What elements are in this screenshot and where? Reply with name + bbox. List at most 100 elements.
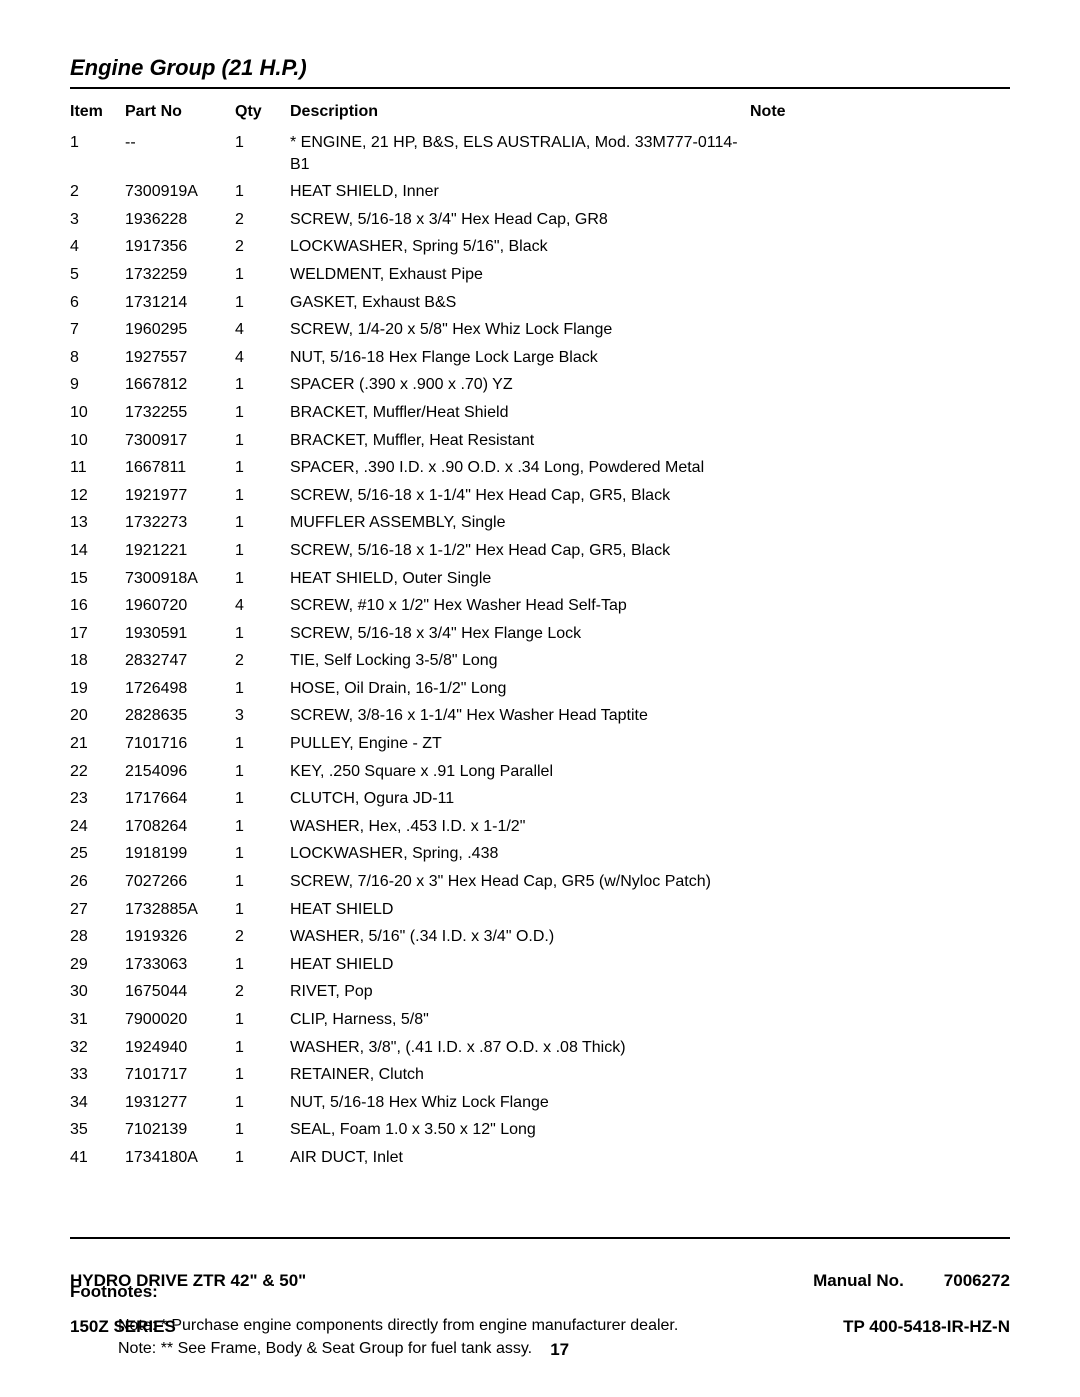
cell-part: 1931277 — [125, 1089, 235, 1117]
cell-item: 5 — [70, 261, 125, 289]
cell-desc: HEAT SHIELD — [290, 896, 750, 924]
cell-desc: SCREW, 5/16-18 x 1-1/4" Hex Head Cap, GR… — [290, 482, 750, 510]
cell-part: 2154096 — [125, 758, 235, 786]
cell-item: 31 — [70, 1006, 125, 1034]
cell-note — [750, 427, 1010, 455]
cell-item: 3 — [70, 206, 125, 234]
cell-part: 2832747 — [125, 647, 235, 675]
cell-item: 10 — [70, 427, 125, 455]
cell-qty: 1 — [235, 178, 290, 206]
cell-part: 1734180A — [125, 1144, 235, 1172]
cell-qty: 1 — [235, 813, 290, 841]
cell-desc: SCREW, 5/16-18 x 1-1/2" Hex Head Cap, GR… — [290, 537, 750, 565]
cell-item: 24 — [70, 813, 125, 841]
footer-manual-number: 7006272 — [944, 1270, 1010, 1293]
cell-note — [750, 647, 1010, 675]
table-row: 1073009171BRACKET, Muffler, Heat Resista… — [70, 427, 1010, 455]
table-row: 319362282SCREW, 5/16-18 x 3/4" Hex Head … — [70, 206, 1010, 234]
cell-qty: 1 — [235, 537, 290, 565]
cell-qty: 1 — [235, 454, 290, 482]
cell-part: 1732259 — [125, 261, 235, 289]
cell-item: 22 — [70, 758, 125, 786]
cell-qty: 1 — [235, 785, 290, 813]
table-row: 2171017161PULLEY, Engine - ZT — [70, 730, 1010, 758]
cell-desc: GASKET, Exhaust B&S — [290, 289, 750, 317]
table-row: 1--1* ENGINE, 21 HP, B&S, ELS AUSTRALIA,… — [70, 129, 1010, 178]
cell-desc: SPACER (.390 x .900 x .70) YZ — [290, 371, 750, 399]
cell-qty: 1 — [235, 482, 290, 510]
footer-right: Manual No. 7006272 TP 400-5418-IR-HZ-N — [813, 1247, 1010, 1362]
cell-qty: 2 — [235, 647, 290, 675]
table-row: 1219219771SCREW, 5/16-18 x 1-1/4" Hex He… — [70, 482, 1010, 510]
cell-item: 21 — [70, 730, 125, 758]
footer-model-line2: 150Z SERIES — [70, 1316, 306, 1339]
cell-part: 1732885A — [125, 896, 235, 924]
cell-item: 34 — [70, 1089, 125, 1117]
cell-qty: 1 — [235, 1061, 290, 1089]
cell-note — [750, 730, 1010, 758]
cell-note — [750, 785, 1010, 813]
col-header-item: Item — [70, 99, 125, 129]
page: Engine Group (21 H.P.) Item Part No Qty … — [0, 0, 1080, 1397]
cell-note — [750, 509, 1010, 537]
table-row: 3571021391SEAL, Foam 1.0 x 3.50 x 12" Lo… — [70, 1116, 1010, 1144]
cell-part: 1924940 — [125, 1034, 235, 1062]
cell-desc: SCREW, 1/4-20 x 5/8" Hex Whiz Lock Flang… — [290, 316, 750, 344]
table-row: 2519181991LOCKWASHER, Spring, .438 — [70, 840, 1010, 868]
table-row: 1116678111SPACER, .390 I.D. x .90 O.D. x… — [70, 454, 1010, 482]
table-row: 2917330631HEAT SHIELD — [70, 951, 1010, 979]
cell-qty: 1 — [235, 868, 290, 896]
cell-part: 7101716 — [125, 730, 235, 758]
table-row: 3419312771NUT, 5/16-18 Hex Whiz Lock Fla… — [70, 1089, 1010, 1117]
cell-part: -- — [125, 129, 235, 178]
cell-note — [750, 978, 1010, 1006]
cell-desc: HEAT SHIELD, Outer Single — [290, 565, 750, 593]
cell-desc: SCREW, #10 x 1/2" Hex Washer Head Self-T… — [290, 592, 750, 620]
cell-item: 13 — [70, 509, 125, 537]
table-row: 3179000201CLIP, Harness, 5/8" — [70, 1006, 1010, 1034]
cell-item: 9 — [70, 371, 125, 399]
table-body: 1--1* ENGINE, 21 HP, B&S, ELS AUSTRALIA,… — [70, 129, 1010, 1172]
cell-note — [750, 178, 1010, 206]
table-row: 517322591WELDMENT, Exhaust Pipe — [70, 261, 1010, 289]
cell-qty: 1 — [235, 758, 290, 786]
cell-note — [750, 482, 1010, 510]
table-row: 1317322731MUFFLER ASSEMBLY, Single — [70, 509, 1010, 537]
cell-item: 15 — [70, 565, 125, 593]
cell-qty: 1 — [235, 1144, 290, 1172]
table-row: 271732885A1HEAT SHIELD — [70, 896, 1010, 924]
cell-desc: PULLEY, Engine - ZT — [290, 730, 750, 758]
col-header-partno: Part No — [125, 99, 235, 129]
cell-item: 10 — [70, 399, 125, 427]
cell-item: 30 — [70, 978, 125, 1006]
cell-part: 1930591 — [125, 620, 235, 648]
footer-row: HYDRO DRIVE ZTR 42" & 50" 150Z SERIES 17… — [70, 1247, 1010, 1362]
cell-item: 25 — [70, 840, 125, 868]
table-header-row: Item Part No Qty Description Note — [70, 99, 1010, 129]
cell-desc: TIE, Self Locking 3-5/8" Long — [290, 647, 750, 675]
cell-item: 28 — [70, 923, 125, 951]
cell-desc: SPACER, .390 I.D. x .90 O.D. x .34 Long,… — [290, 454, 750, 482]
cell-qty: 1 — [235, 1089, 290, 1117]
cell-qty: 2 — [235, 233, 290, 261]
cell-desc: NUT, 5/16-18 Hex Flange Lock Large Black — [290, 344, 750, 372]
cell-part: 1726498 — [125, 675, 235, 703]
cell-part: 1708264 — [125, 813, 235, 841]
cell-qty: 2 — [235, 923, 290, 951]
cell-item: 4 — [70, 233, 125, 261]
page-footer: HYDRO DRIVE ZTR 42" & 50" 150Z SERIES 17… — [70, 1237, 1010, 1362]
table-row: 1719305911SCREW, 5/16-18 x 3/4" Hex Flan… — [70, 620, 1010, 648]
cell-desc: SCREW, 5/16-18 x 3/4" Hex Flange Lock — [290, 620, 750, 648]
cell-part: 1733063 — [125, 951, 235, 979]
cell-part: 2828635 — [125, 702, 235, 730]
cell-qty: 1 — [235, 620, 290, 648]
cell-part: 7300919A — [125, 178, 235, 206]
cell-note — [750, 813, 1010, 841]
table-row: 2221540961KEY, .250 Square x .91 Long Pa… — [70, 758, 1010, 786]
table-row: 2317176641CLUTCH, Ogura JD-11 — [70, 785, 1010, 813]
cell-part: 7101717 — [125, 1061, 235, 1089]
cell-desc: BRACKET, Muffler/Heat Shield — [290, 399, 750, 427]
cell-part: 7027266 — [125, 868, 235, 896]
cell-item: 2 — [70, 178, 125, 206]
cell-part: 1675044 — [125, 978, 235, 1006]
